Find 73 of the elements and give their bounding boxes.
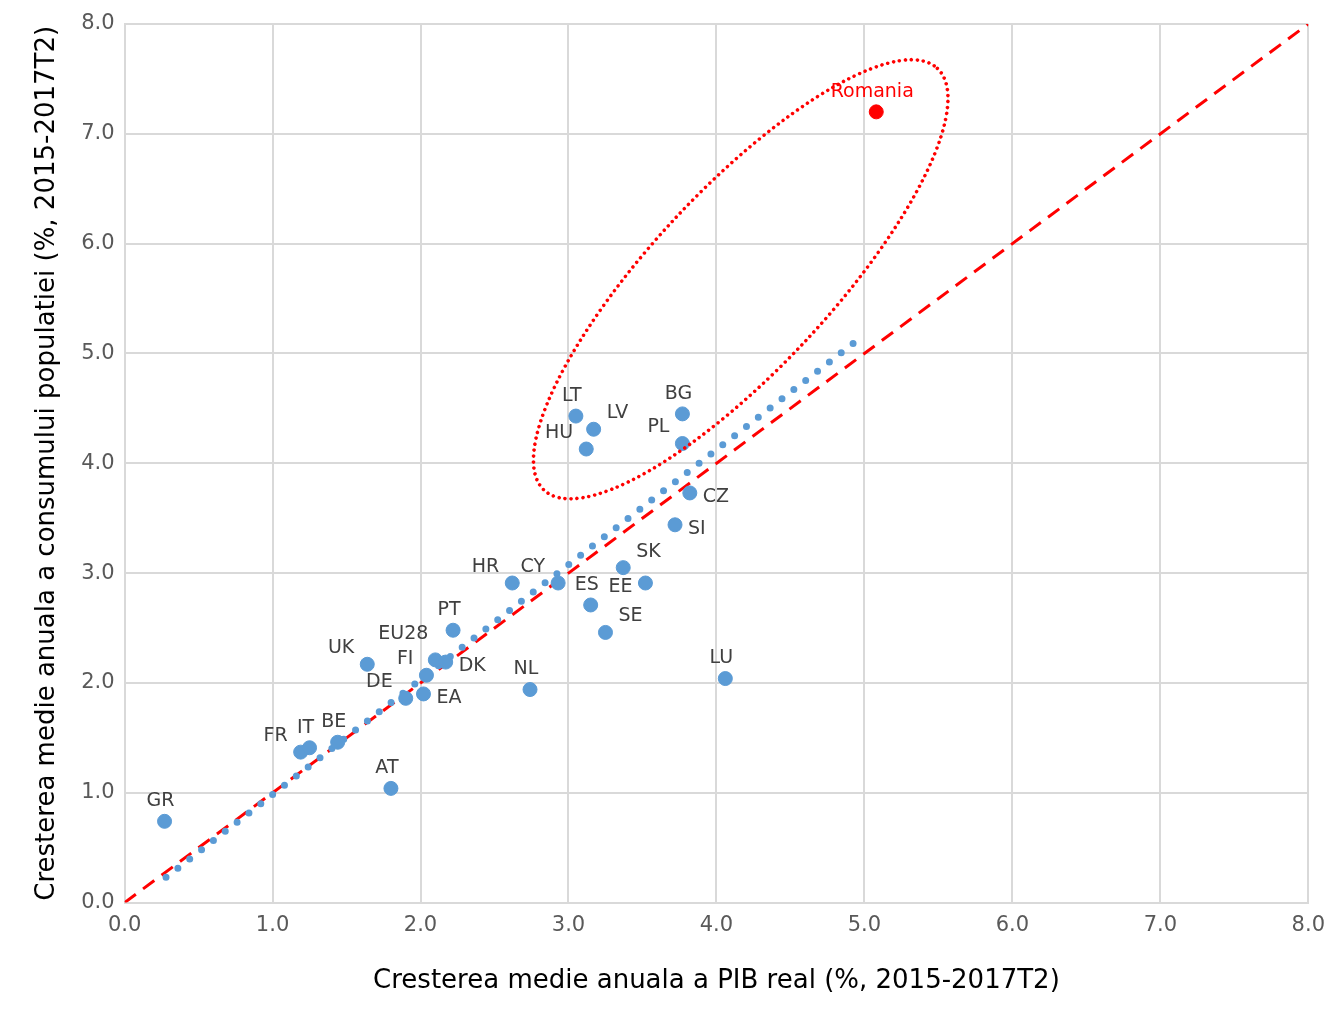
y-tick-label: 7.0 <box>81 120 115 145</box>
data-label: FR <box>263 723 288 746</box>
y-tick-label: 0.0 <box>81 889 115 914</box>
data-label: GR <box>146 788 175 811</box>
point <box>415 686 431 702</box>
data-label: FI <box>396 646 414 669</box>
data-label: LU <box>709 645 734 668</box>
y-axis-title: Cresterea medie anuala a consumului populatiei (%, 2015-2017T2) <box>30 25 61 901</box>
data-label: LV <box>606 400 629 423</box>
data-label: DE <box>366 669 393 692</box>
point <box>568 408 584 424</box>
y-tick-label: 6.0 <box>81 230 115 255</box>
data-label: EE <box>608 573 633 596</box>
point <box>302 740 318 756</box>
data-label: DK <box>458 653 487 676</box>
data-label: SK <box>636 538 662 561</box>
y-tick-label: 4.0 <box>81 449 115 474</box>
x-axis-title: Cresterea medie anuala a PIB real (%, 2015-2017T2) <box>373 964 1060 995</box>
y-tick-label: 3.0 <box>81 559 115 584</box>
data-label: SE <box>618 603 643 626</box>
x-tick-label: 6.0 <box>995 911 1030 936</box>
point <box>583 597 599 613</box>
data-label: HR <box>471 553 500 576</box>
x-tick-label: 2.0 <box>403 911 438 936</box>
data-label: HU <box>545 419 574 442</box>
point <box>674 406 690 422</box>
point <box>522 682 538 698</box>
point <box>418 667 434 683</box>
data-label: IT <box>296 714 315 737</box>
data-label: BE <box>321 709 347 732</box>
point <box>717 671 733 687</box>
data-label: UK <box>327 635 355 658</box>
x-tick-label: 4.0 <box>699 911 734 936</box>
point <box>504 575 520 591</box>
x-tick-label: 3.0 <box>551 911 586 936</box>
data-label: PT <box>437 597 461 620</box>
data-label: SI <box>688 515 706 538</box>
point <box>868 104 884 120</box>
data-label: LT <box>562 383 583 406</box>
data-label: BG <box>664 380 693 403</box>
x-tick-label: 0.0 <box>107 911 142 936</box>
y-tick-label: 2.0 <box>81 669 115 694</box>
point <box>674 436 690 452</box>
point <box>637 575 653 591</box>
point <box>550 575 566 591</box>
x-tick-label: 1.0 <box>255 911 290 936</box>
y-tick-label: 1.0 <box>81 779 115 804</box>
point <box>398 690 414 706</box>
y-tick-label: 8.0 <box>81 10 115 35</box>
data-label: AT <box>375 755 399 778</box>
x-tick-label: 7.0 <box>1143 911 1178 936</box>
point <box>445 622 461 638</box>
x-tick-label: 5.0 <box>847 911 882 936</box>
data-label: Romania <box>830 78 914 101</box>
point <box>383 780 399 796</box>
data-label: EU28 <box>378 620 429 643</box>
data-label: ES <box>574 571 599 594</box>
point <box>157 813 173 829</box>
point <box>667 517 683 533</box>
point <box>578 441 594 457</box>
point <box>330 734 346 750</box>
y-tick-label: 5.0 <box>81 339 115 364</box>
point <box>682 485 698 501</box>
data-label: CZ <box>702 483 730 506</box>
point <box>359 656 375 672</box>
x-tick-label: 8.0 <box>1291 911 1325 936</box>
point <box>615 560 631 576</box>
data-label: PL <box>647 414 670 437</box>
point <box>597 624 613 640</box>
point <box>586 421 602 437</box>
data-label: EA <box>436 684 462 707</box>
data-label: CY <box>520 553 546 576</box>
data-label: NL <box>513 656 539 679</box>
